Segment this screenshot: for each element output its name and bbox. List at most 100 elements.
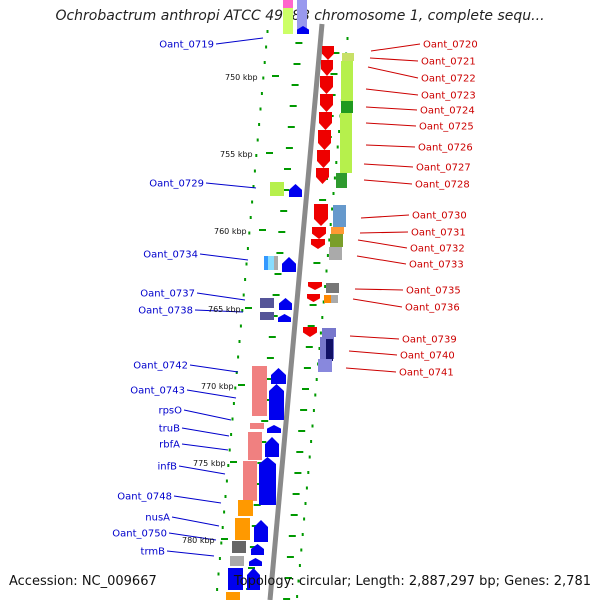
gene-feature-block[interactable]	[341, 61, 353, 101]
gene-feature-block[interactable]	[238, 500, 253, 516]
gene-arrow-reverse[interactable]	[319, 112, 332, 130]
gene-labels[interactable]: Oant_0719 Oant_0729 Oant_0734 Oant_0737 Oant…	[112, 40, 477, 558]
gene-feature-block[interactable]	[336, 173, 347, 188]
gene-label-right[interactable]: Oant_0732	[410, 244, 465, 255]
gene-arrow-forward[interactable]	[251, 544, 264, 555]
gene-feature-block[interactable]	[297, 0, 307, 34]
gene-label-right[interactable]: Oant_0728	[415, 180, 470, 191]
gene-feature-block[interactable]	[326, 283, 339, 293]
gene-label-left[interactable]: truB	[159, 424, 180, 435]
gene-arrow-reverse[interactable]	[308, 282, 322, 290]
gene-feature-block[interactable]	[235, 518, 250, 540]
gene-label-right[interactable]: Oant_0739	[402, 335, 457, 346]
gene-label-left[interactable]: Oant_0748	[117, 492, 172, 503]
gene-label-left[interactable]: Oant_0729	[149, 179, 204, 190]
gene-feature-block[interactable]	[260, 298, 274, 308]
gene-label-right[interactable]: Oant_0735	[406, 286, 461, 297]
gene-feature-block[interactable]	[274, 256, 278, 270]
gene-label-right[interactable]: Oant_0720	[423, 40, 478, 51]
gene-feature-block[interactable]	[248, 432, 262, 460]
gene-label-right[interactable]: Oant_0730	[412, 211, 467, 222]
gene-feature-block[interactable]	[318, 359, 332, 372]
gene-feature-block[interactable]	[283, 8, 293, 34]
gene-arrow-reverse[interactable]	[311, 239, 325, 249]
gene-label-left[interactable]: Oant_0743	[130, 386, 185, 397]
gene-feature-block[interactable]	[330, 234, 343, 247]
gene-label-right[interactable]: Oant_0726	[418, 143, 473, 154]
gene-label-left[interactable]: nusA	[145, 513, 170, 524]
gene-arrow-forward[interactable]	[271, 368, 286, 384]
gene-arrow-forward[interactable]	[282, 257, 296, 272]
gene-label-left[interactable]: Oant_0742	[133, 361, 188, 372]
gene-label-left[interactable]: Oant_0719	[159, 40, 214, 51]
gene-arrow-forward[interactable]	[278, 314, 291, 322]
gene-feature-block[interactable]	[226, 592, 240, 600]
gene-feature-block[interactable]	[268, 256, 274, 270]
gene-arrow-reverse[interactable]	[320, 94, 333, 112]
gene-arrow-reverse[interactable]	[316, 168, 329, 184]
gene-feature-block[interactable]	[243, 461, 257, 501]
gene-arrow-reverse[interactable]	[317, 150, 330, 168]
gene-arrow-reverse[interactable]	[312, 227, 326, 239]
gene-arrow-reverse[interactable]	[307, 294, 320, 302]
gene-label-right[interactable]: Oant_0725	[419, 122, 474, 133]
gene-arrow-reverse[interactable]	[320, 76, 333, 94]
gene-label-left[interactable]: infB	[158, 462, 178, 473]
gene-feature-block[interactable]	[331, 227, 344, 234]
gene-feature-block[interactable]	[264, 256, 268, 270]
gene-feature-block[interactable]	[260, 312, 274, 320]
gene-label-right[interactable]: Oant_0736	[405, 303, 460, 314]
gene-arrow-forward[interactable]	[254, 520, 268, 542]
gene-feature-block[interactable]	[322, 328, 336, 337]
gene-label-left[interactable]: rbfA	[159, 440, 180, 451]
gene-feature-block[interactable]	[270, 182, 284, 196]
gene-label-left[interactable]: Oant_0738	[138, 306, 193, 317]
gene-feature-block[interactable]	[232, 541, 246, 553]
gene-feature-block[interactable]	[329, 247, 342, 260]
gene-label-left[interactable]: Oant_0734	[143, 250, 198, 261]
gene-features[interactable]	[226, 0, 354, 600]
gene-arrow-forward[interactable]	[267, 425, 281, 433]
gene-label-right[interactable]: Oant_0731	[411, 228, 466, 239]
gene-feature-block[interactable]	[326, 339, 333, 361]
gene-label-right[interactable]: Oant_0733	[409, 260, 464, 271]
topology-label: Topology: circular; Length: 2,887,297 bp…	[233, 574, 591, 589]
gene-feature-block[interactable]	[250, 423, 264, 429]
gene-feature-block[interactable]	[324, 295, 331, 303]
gene-label-right[interactable]: Oant_0723	[421, 91, 476, 102]
gene-arrow-reverse[interactable]	[314, 204, 328, 226]
gene-label-right[interactable]: Oant_0727	[416, 163, 471, 174]
gene-label-left[interactable]: trmB	[141, 547, 166, 558]
gene-arrow-forward[interactable]	[249, 558, 262, 566]
gene-arrow-forward[interactable]	[265, 437, 279, 457]
gene-feature-block[interactable]	[333, 205, 346, 227]
gene-label-right[interactable]: Oant_0721	[421, 57, 476, 68]
scale-dash	[259, 441, 267, 443]
gene-feature-block[interactable]	[341, 101, 353, 113]
gene-feature-block[interactable]	[230, 556, 244, 566]
gene-label-left[interactable]: Oant_0750	[112, 529, 167, 540]
gene-label-right[interactable]: Oant_0741	[399, 368, 454, 379]
gene-feature-block[interactable]	[283, 0, 293, 8]
gene-arrow-reverse[interactable]	[322, 46, 334, 60]
gene-feature-block[interactable]	[228, 568, 243, 590]
gene-feature-block[interactable]	[340, 113, 352, 173]
gene-arrow-reverse[interactable]	[303, 327, 317, 337]
gene-arrow-reverse[interactable]	[321, 60, 333, 76]
gene-arrow-forward[interactable]	[297, 26, 309, 34]
gene-feature-block[interactable]	[342, 53, 354, 61]
gene-arrow-forward[interactable]	[259, 457, 276, 505]
gene-label-right[interactable]: Oant_0722	[421, 74, 476, 85]
gene-arrow-forward[interactable]	[247, 568, 260, 590]
gene-label-left[interactable]: Oant_0737	[140, 289, 195, 300]
gene-label-left[interactable]: rpsO	[158, 406, 182, 417]
gene-arrow-forward[interactable]	[269, 384, 284, 420]
gene-arrow-forward[interactable]	[279, 298, 292, 310]
gene-label-right[interactable]: Oant_0740	[400, 351, 455, 362]
gene-arrow-reverse[interactable]	[318, 130, 331, 150]
gene-label-right[interactable]: Oant_0724	[420, 106, 475, 117]
gene-feature-block[interactable]	[331, 295, 338, 303]
gene-arrow-forward[interactable]	[289, 184, 302, 197]
gene-feature-block[interactable]	[252, 366, 267, 416]
